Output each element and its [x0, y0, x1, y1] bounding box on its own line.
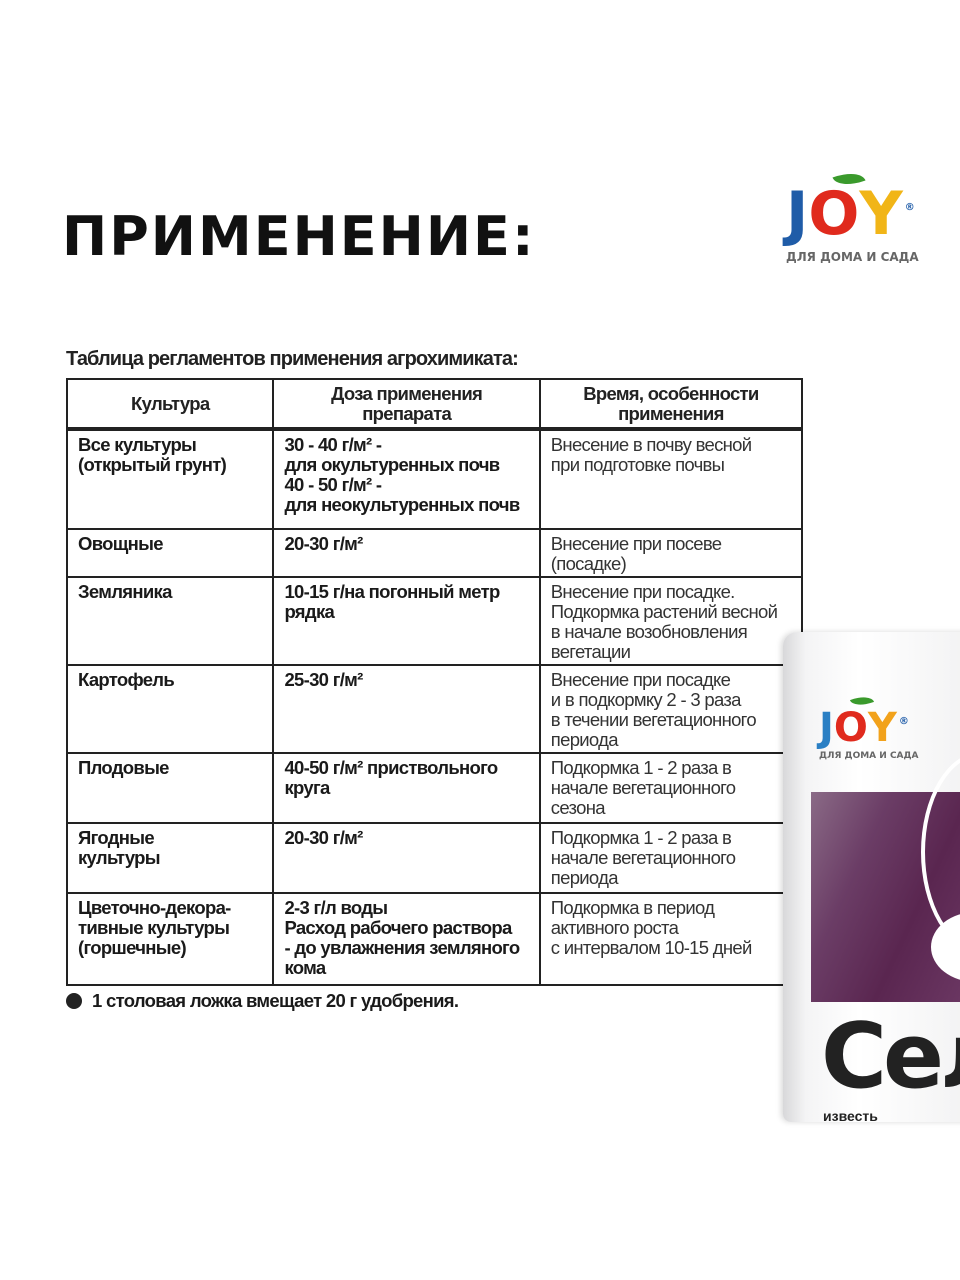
- cell-culture: Все культуры (открытый грунт): [65, 428, 275, 530]
- table-row: Цветочно-декора- тивные культуры (горшеч…: [65, 892, 804, 986]
- table-row: Все культуры (открытый грунт) 30 - 40 г/м…: [65, 428, 804, 530]
- cell-timing: Подкормка 1 - 2 раза в начале вегетацион…: [538, 752, 804, 824]
- table-row: Ягодные культуры 20-30 г/м² Подкормка 1 - …: [65, 822, 804, 894]
- application-table: Культура Доза применения препарата Время…: [65, 378, 804, 986]
- package-band: [811, 752, 960, 1002]
- cell-timing: Внесение при посадке. Подкормка растений…: [538, 576, 804, 666]
- footnote: 1 столовая ложка вмещает 20 г удобрения.: [66, 990, 459, 1012]
- product-description: известь: [823, 1108, 878, 1124]
- cell-culture: Плодовые: [65, 752, 275, 824]
- cell-timing: Подкормка 1 - 2 раза в начале вегетацион…: [538, 822, 804, 894]
- bullet-icon: [66, 993, 82, 1009]
- product-name: Сел: [821, 1004, 960, 1109]
- table-header-row: Культура Доза применения препарата Время…: [65, 378, 804, 431]
- cell-culture: Овощные: [65, 528, 275, 578]
- cell-dose: 10-15 г/на погонный метр рядка: [272, 576, 541, 666]
- header-dose: Доза применения препарата: [272, 378, 541, 431]
- page-title: ПРИМЕНЕНИЕ:: [62, 205, 536, 268]
- table-row: Картофель 25-30 г/м² Внесение при посадке …: [65, 664, 804, 754]
- table-caption: Таблица регламентов применения агрохимик…: [66, 348, 519, 370]
- table-row: Плодовые 40-50 г/м² приствольного круга По…: [65, 752, 804, 824]
- product-package: JOY® ДЛЯ ДОМА И САДА Сел известь: [783, 632, 960, 1124]
- cell-dose: 20-30 г/м²: [272, 528, 541, 578]
- cell-timing: Внесение при посеве (посадке): [538, 528, 804, 578]
- cell-timing: Внесение в почву весной при подготовке п…: [538, 428, 804, 530]
- table-row: Земляника 10-15 г/на погонный метр рядка В…: [65, 576, 804, 666]
- header-timing: Время, особенности применения: [538, 378, 804, 431]
- cell-dose: 20-30 г/м²: [272, 822, 541, 894]
- header-culture: Культура: [65, 378, 275, 431]
- cell-dose: 25-30 г/м²: [272, 664, 541, 754]
- table-row: Овощные 20-30 г/м² Внесение при посеве (по…: [65, 528, 804, 578]
- cell-timing: Подкормка в период активного роста с инт…: [538, 892, 804, 986]
- cell-culture: Цветочно-декора- тивные культуры (горшеч…: [65, 892, 275, 986]
- brand-tagline: ДЛЯ ДОМА И САДА: [786, 250, 919, 264]
- cell-dose: 40-50 г/м² приствольного круга: [272, 752, 541, 824]
- brand-logo: J O Y ® ДЛЯ ДОМА И САДА: [786, 167, 919, 264]
- cell-dose: 2-3 г/л воды Расход рабочего раствора - …: [272, 892, 541, 986]
- cell-culture: Картофель: [65, 664, 275, 754]
- cell-culture: Ягодные культуры: [65, 822, 275, 894]
- cell-timing: Внесение при посадке и в подкормку 2 - 3…: [538, 664, 804, 754]
- package-logo: J O Y ® ДЛЯ ДОМА И САДА: [819, 692, 919, 761]
- cell-dose: 30 - 40 г/м² - для окультуренных почв 40…: [272, 428, 541, 530]
- cell-culture: Земляника: [65, 576, 275, 666]
